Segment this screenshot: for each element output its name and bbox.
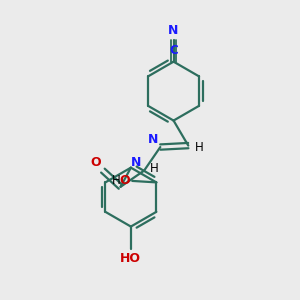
Text: N: N	[168, 24, 179, 37]
Text: H: H	[112, 174, 121, 188]
Text: O: O	[120, 174, 130, 188]
Text: H: H	[149, 162, 158, 175]
Text: O: O	[90, 155, 101, 169]
Text: N: N	[148, 133, 158, 146]
Text: HO: HO	[120, 252, 141, 265]
Text: C: C	[169, 44, 178, 57]
Text: H: H	[195, 141, 203, 154]
Text: N: N	[131, 156, 141, 169]
